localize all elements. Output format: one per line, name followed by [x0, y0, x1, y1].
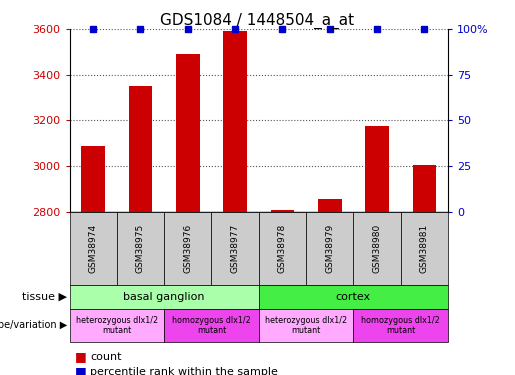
Text: basal ganglion: basal ganglion: [124, 292, 205, 302]
Bar: [224, 31, 247, 212]
Text: tissue ▶: tissue ▶: [22, 292, 67, 302]
Text: cortex: cortex: [336, 292, 371, 302]
Text: GSM38979: GSM38979: [325, 224, 334, 273]
Text: GSM38977: GSM38977: [231, 224, 239, 273]
Text: percentile rank within the sample: percentile rank within the sample: [90, 367, 278, 375]
Text: ■: ■: [75, 365, 87, 375]
Text: GDS1084 / 1448504_a_at: GDS1084 / 1448504_a_at: [161, 13, 354, 29]
Text: heterozygous dlx1/2
mutant: heterozygous dlx1/2 mutant: [76, 316, 158, 335]
Bar: [413, 165, 436, 212]
Bar: [365, 126, 389, 212]
Text: homozygous dlx1/2
mutant: homozygous dlx1/2 mutant: [362, 316, 440, 335]
Text: count: count: [90, 352, 122, 362]
Text: genotype/variation ▶: genotype/variation ▶: [0, 321, 67, 330]
Text: GSM38974: GSM38974: [89, 224, 98, 273]
Text: GSM38975: GSM38975: [136, 224, 145, 273]
Text: heterozygous dlx1/2
mutant: heterozygous dlx1/2 mutant: [265, 316, 347, 335]
Bar: [81, 146, 105, 212]
Text: homozygous dlx1/2
mutant: homozygous dlx1/2 mutant: [172, 316, 251, 335]
Text: ■: ■: [75, 350, 87, 363]
Text: GSM38981: GSM38981: [420, 224, 429, 273]
Bar: [318, 199, 341, 212]
Text: GSM38978: GSM38978: [278, 224, 287, 273]
Bar: [270, 210, 294, 212]
Text: GSM38976: GSM38976: [183, 224, 192, 273]
Text: GSM38980: GSM38980: [372, 224, 382, 273]
Bar: [176, 54, 200, 212]
Bar: [129, 86, 152, 212]
